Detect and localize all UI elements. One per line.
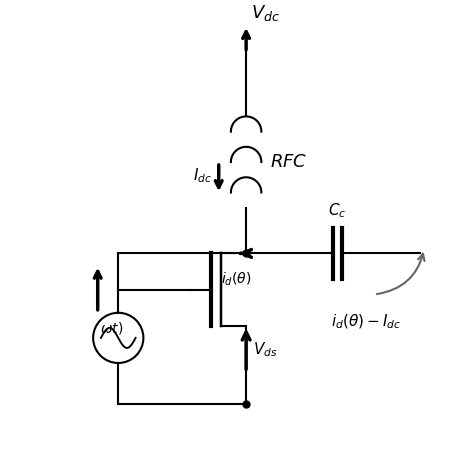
Text: $V_{ds}$: $V_{ds}$ [253,340,277,359]
Text: $I_{dc}$: $I_{dc}$ [193,166,212,185]
Text: $RFC$: $RFC$ [271,153,308,171]
Text: $\omega t)$: $\omega t)$ [100,319,123,336]
Text: $i_d(\theta)$: $i_d(\theta)$ [221,271,252,288]
Text: $C_c$: $C_c$ [328,201,346,220]
Text: $V_{dc}$: $V_{dc}$ [251,3,280,23]
Text: $i_d(\theta)-I_{dc}$: $i_d(\theta)-I_{dc}$ [331,313,401,331]
